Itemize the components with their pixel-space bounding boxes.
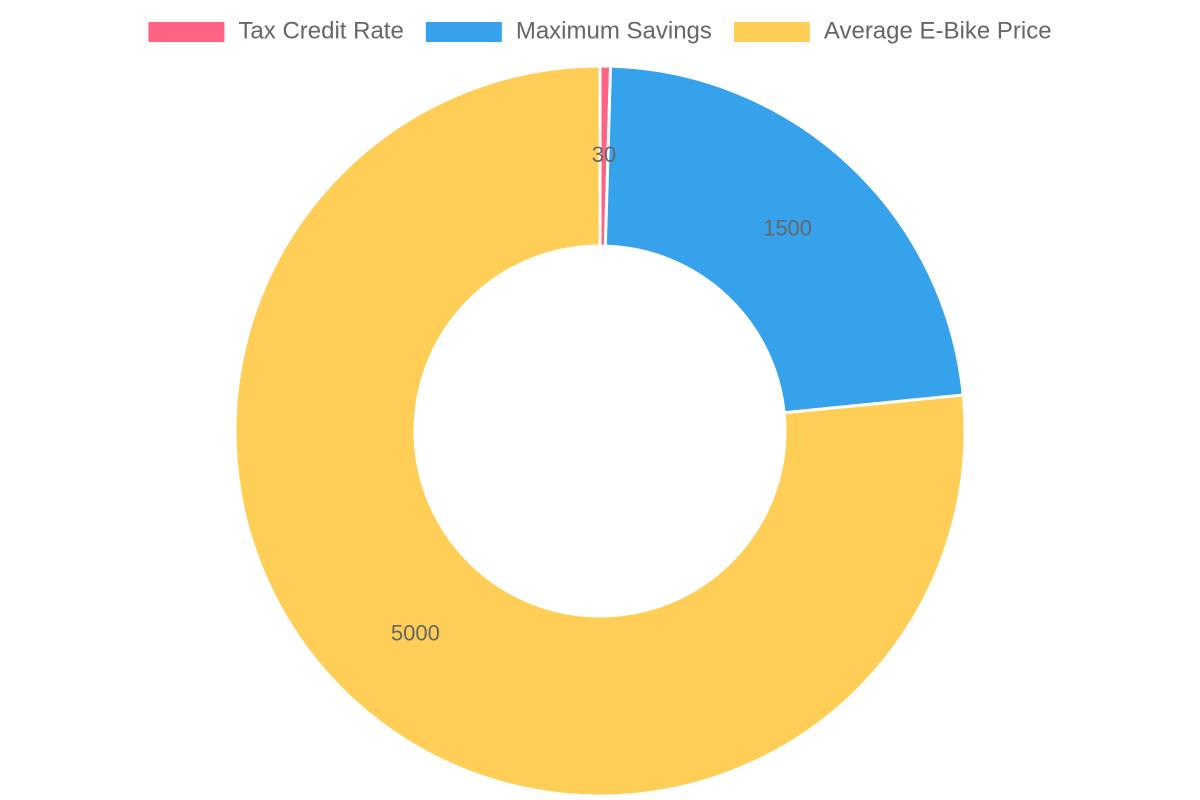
legend-swatch-average-e-bike-price bbox=[733, 22, 810, 42]
data-label-average-e-bike-price: 5000 bbox=[391, 621, 440, 646]
slice-labels: 30 1500 5000 bbox=[391, 142, 812, 646]
legend-label-average-e-bike-price: Average E-Bike Price bbox=[824, 17, 1052, 44]
legend-item-tax-credit-rate[interactable]: Tax Credit Rate bbox=[148, 17, 404, 44]
legend-label-tax-credit-rate: Tax Credit Rate bbox=[238, 17, 403, 44]
data-label-tax-credit-rate: 30 bbox=[592, 142, 616, 167]
legend-swatch-maximum-savings bbox=[425, 22, 502, 42]
legend-label-maximum-savings: Maximum Savings bbox=[516, 17, 712, 44]
legend-item-average-e-bike-price[interactable]: Average E-Bike Price bbox=[733, 17, 1052, 44]
slice-maximum-savings[interactable] bbox=[603, 64, 965, 415]
legend-swatch-tax-credit-rate bbox=[148, 22, 225, 42]
legend-item-maximum-savings[interactable]: Maximum Savings bbox=[425, 17, 712, 44]
slice-average-e-bike-price[interactable] bbox=[233, 64, 967, 798]
legend: Tax Credit Rate Maximum Savings Average E-… bbox=[148, 17, 1052, 44]
doughnut-slices bbox=[233, 64, 967, 798]
data-label-maximum-savings: 1500 bbox=[763, 216, 812, 241]
